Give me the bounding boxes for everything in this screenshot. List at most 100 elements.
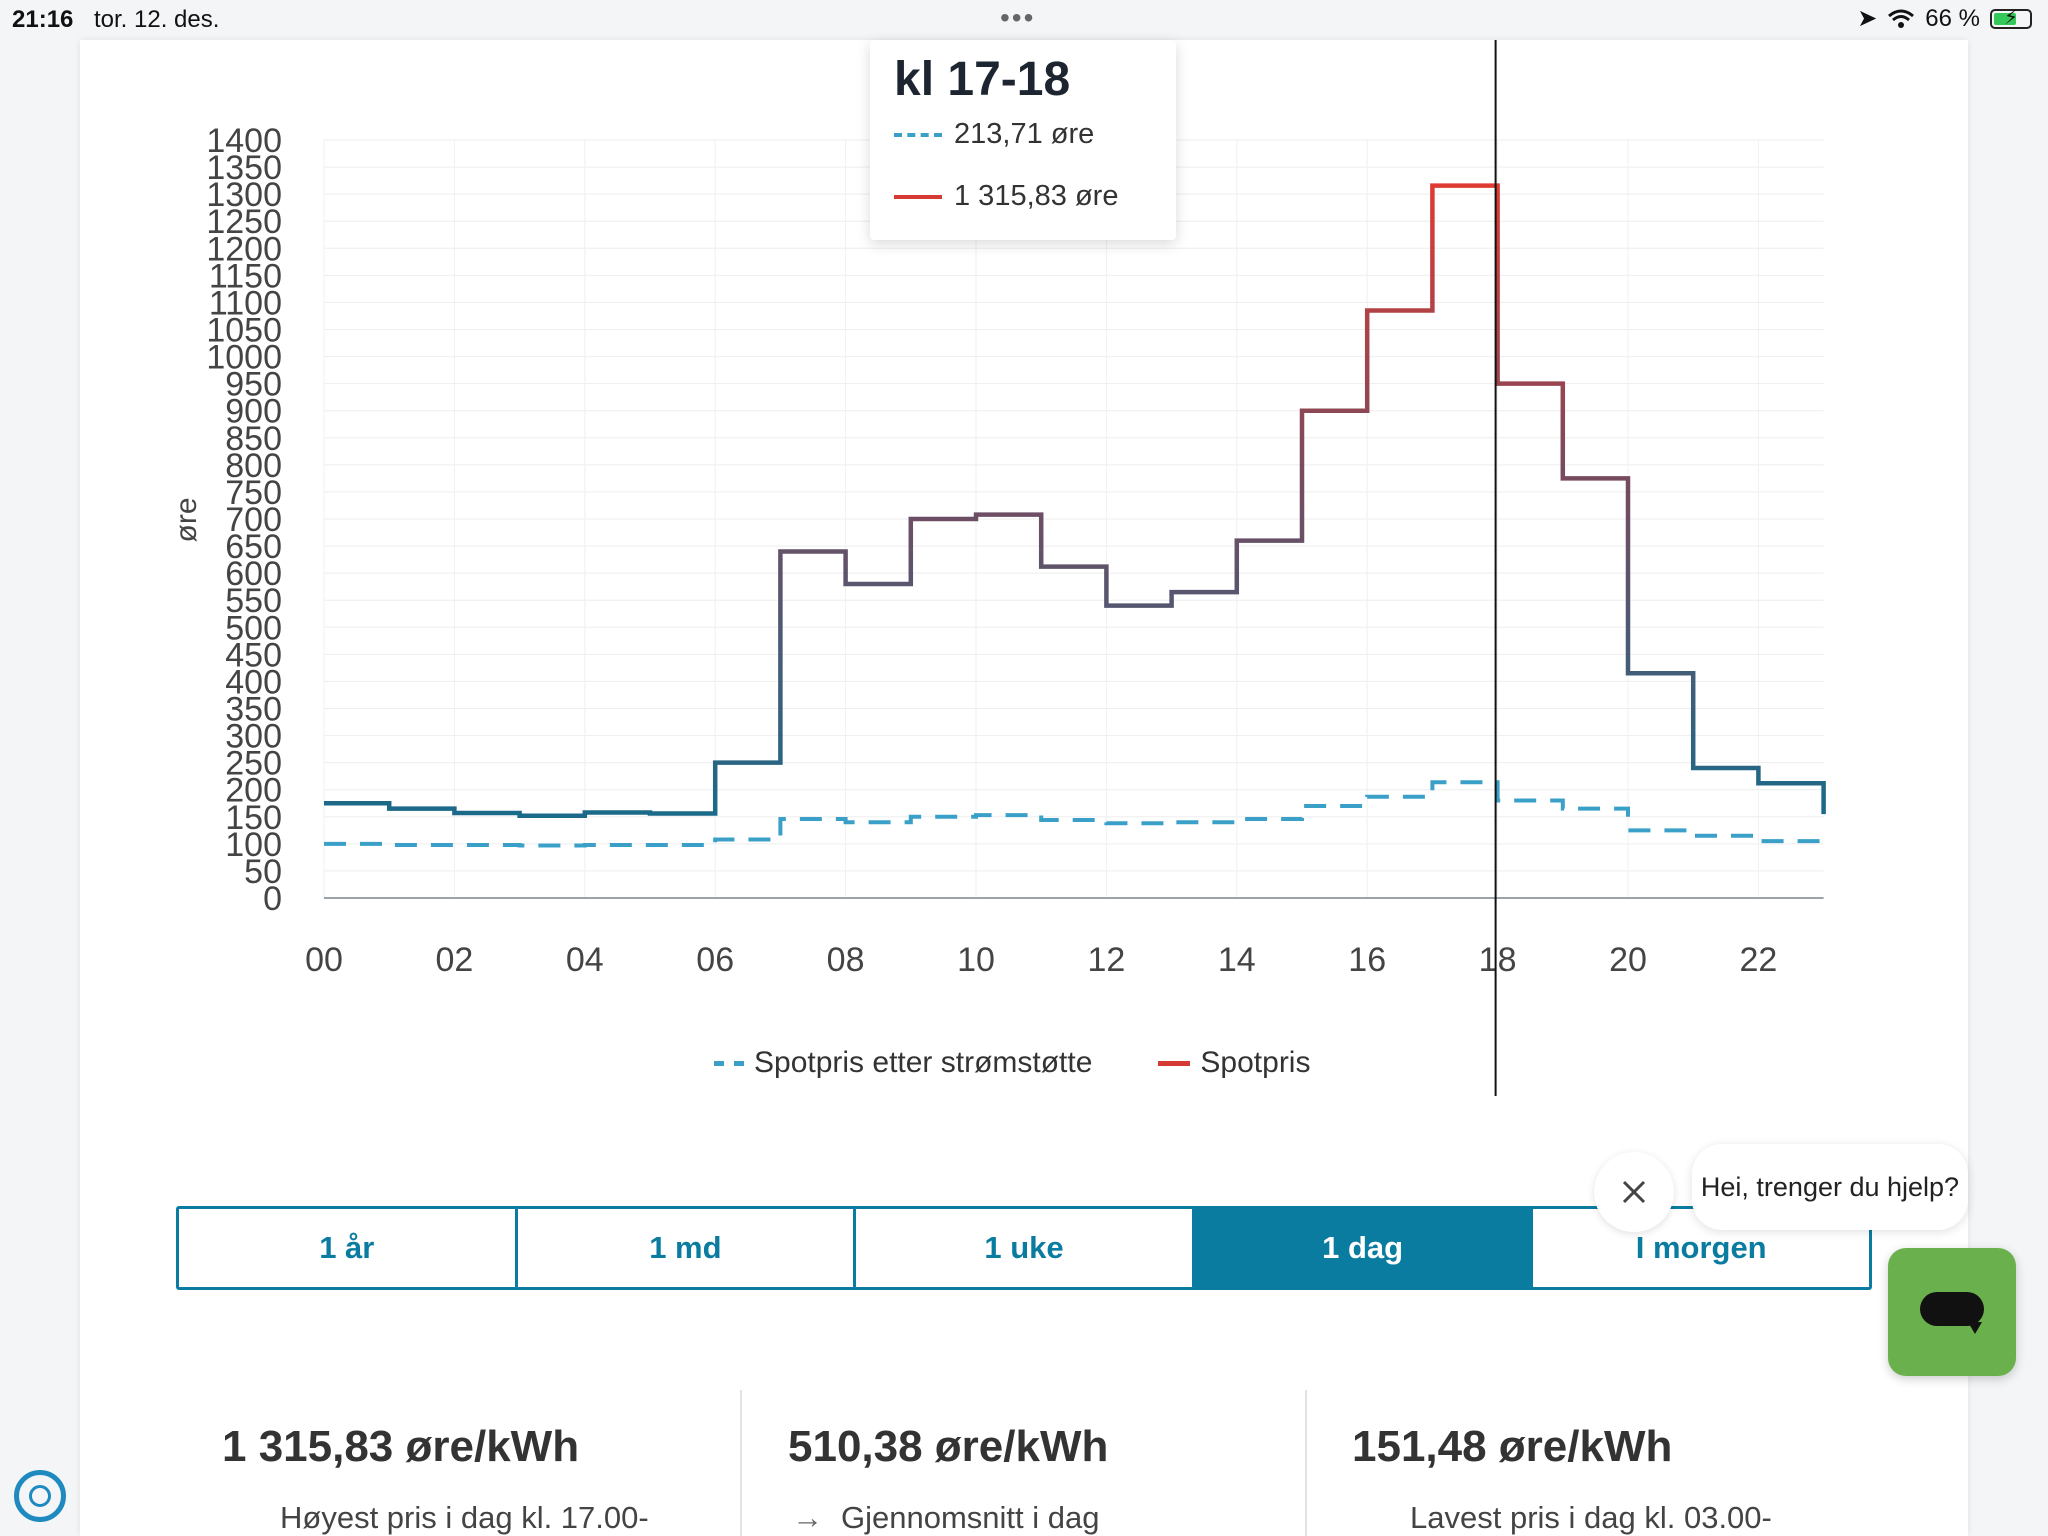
tooltip-dashed-value: 213,71 øre [954,118,1095,150]
tab-1-day[interactable]: 1 dag [1194,1209,1534,1287]
data-point-spotpris [1498,380,1563,388]
y-tick-label: 750 [225,474,282,512]
chart-legend: Spotpris etter strømstøtte Spotpris [714,1046,1310,1080]
legend-item-support[interactable]: Spotpris etter strømstøtte [714,1046,1092,1080]
period-tabs: 1 år 1 md 1 uke 1 dag I morgen [176,1206,1872,1290]
data-point-spotpris [1367,307,1432,315]
battery-fill [1994,12,2016,25]
data-point-spotpris [1563,474,1628,482]
stats-divider [1305,1390,1307,1536]
y-tick-label: 300 [225,718,282,756]
y-tick-label: 150 [225,799,282,837]
x-tick-label: 22 [1739,941,1777,979]
status-bar: 21:16 tor. 12. des. ••• ➤ 66 % ⚡ [0,0,2048,40]
x-tick-label: 16 [1348,941,1386,979]
y-tick-label: 600 [225,555,282,593]
y-tick-label: 100 [225,826,282,864]
y-tick-label: 550 [225,582,282,620]
data-point-spotpris [650,810,715,818]
data-point-spotpris [324,799,389,807]
data-point-spotpris [1041,563,1106,571]
y-tick-label: 900 [225,393,282,431]
x-tick-label: 18 [1479,941,1517,979]
tooltip-row-dashed: 213,71 øre [894,118,1094,151]
legend-item-spot[interactable]: Spotpris [1158,1046,1310,1080]
tooltip-solid-value: 1 315,83 øre [954,180,1119,212]
legend-dashed-swatch [714,1060,744,1066]
status-indicators: ➤ 66 % ⚡ [1857,4,2032,33]
close-icon [1622,1180,1646,1204]
y-tick-label: 50 [244,853,282,891]
y-tick-label: 250 [225,745,282,783]
data-point-spotpris-etter-stromstotte [1041,816,1106,824]
x-tick-label: 08 [827,941,865,979]
chat-close-button[interactable] [1594,1152,1674,1232]
y-tick-label: 1050 [206,312,282,350]
stat-highest-label: Høyest pris i dag kl. 17.00- [280,1500,649,1535]
y-tick-label: 800 [225,447,282,485]
y-tick-label: 450 [225,636,282,674]
data-point-spotpris-etter-stromstotte [976,811,1041,819]
data-point-spotpris [389,805,454,813]
x-tick-label: 04 [566,941,604,979]
stat-highest-value: 1 315,83 øre/kWh [222,1422,580,1471]
multitasking-dots-icon[interactable]: ••• [1000,2,1036,33]
data-point-spotpris-etter-stromstotte [1302,802,1367,810]
data-point-spotpris [1432,182,1497,190]
stat-average-link[interactable]: → Gjennomsnitt i dag [792,1500,1099,1536]
legend-label-spot: Spotpris [1200,1046,1311,1079]
charging-bolt-icon: ⚡ [2004,6,2019,29]
y-axis-label: øre [170,498,203,543]
data-point-spotpris [1693,764,1758,772]
data-point-spotpris [1172,588,1237,596]
tooltip-row-solid: 1 315,83 øre [894,180,1118,213]
tab-tomorrow[interactable]: I morgen [1635,1230,1767,1265]
data-point-spotpris [1758,779,1823,787]
x-tick-label: 12 [1087,941,1125,979]
data-point-spotpris-etter-stromstotte [585,841,650,849]
data-point-spotpris-etter-stromstotte [911,813,976,821]
chat-icon-tail [1968,1322,1982,1334]
series-line-spotpris-etter-stromstotte [324,780,1826,848]
data-point-spotpris-etter-stromstotte [1758,837,1823,845]
app-logo-icon[interactable] [14,1470,66,1522]
legend-solid-swatch [1158,1060,1191,1066]
y-tick-label: 350 [225,691,282,729]
y-tick-label: 950 [225,366,282,404]
data-point-spotpris [1302,407,1367,415]
solid-line-swatch [894,194,942,199]
y-tick-label: 1000 [206,339,282,377]
y-tick-label: 1100 [209,284,282,322]
dashed-line-swatch [894,132,942,137]
y-tick-label: 1400 [206,122,282,160]
chat-open-button[interactable] [1888,1248,2016,1376]
stat-lowest-label: Lavest pris i dag kl. 03.00- [1410,1500,1772,1535]
stat-lowest-value: 151,48 øre/kWh [1352,1422,1673,1471]
data-point-spotpris [585,808,650,816]
data-point-spotpris-etter-stromstotte [846,818,911,826]
data-point-spotpris [976,511,1041,519]
data-point-spotpris [715,759,780,767]
data-point-spotpris [911,515,976,523]
x-tick-label: 10 [957,941,995,979]
tab-1-month[interactable]: 1 md [518,1209,857,1287]
x-tick-label: 06 [696,941,734,979]
data-point-spotpris-etter-stromstotte [650,841,715,849]
price-chart: 0501001502002503003504004505005506006507… [170,40,1826,1096]
location-arrow-icon: ➤ [1857,5,1878,32]
data-point-spotpris-etter-stromstotte [1628,826,1693,834]
data-point-spotpris-etter-stromstotte [1106,819,1171,827]
chat-icon [1920,1292,1984,1326]
chat-greeting-bubble[interactable]: Hei, trenger du hjelp? [1692,1144,1968,1230]
y-tick-label: 400 [225,663,282,701]
x-tick-label: 14 [1218,941,1256,979]
tab-1-week[interactable]: 1 uke [856,1209,1195,1287]
tab-1-year[interactable]: 1 år [179,1209,518,1287]
data-point-spotpris-etter-stromstotte [1498,797,1563,805]
tooltip-title: kl 17-18 [894,53,1071,106]
data-point-spotpris-etter-stromstotte [1693,832,1758,840]
y-tick-label: 1350 [206,149,282,187]
y-tick-label: 850 [225,420,282,458]
data-point-spotpris-etter-stromstotte [1172,818,1237,826]
data-point-spotpris [1237,537,1302,545]
